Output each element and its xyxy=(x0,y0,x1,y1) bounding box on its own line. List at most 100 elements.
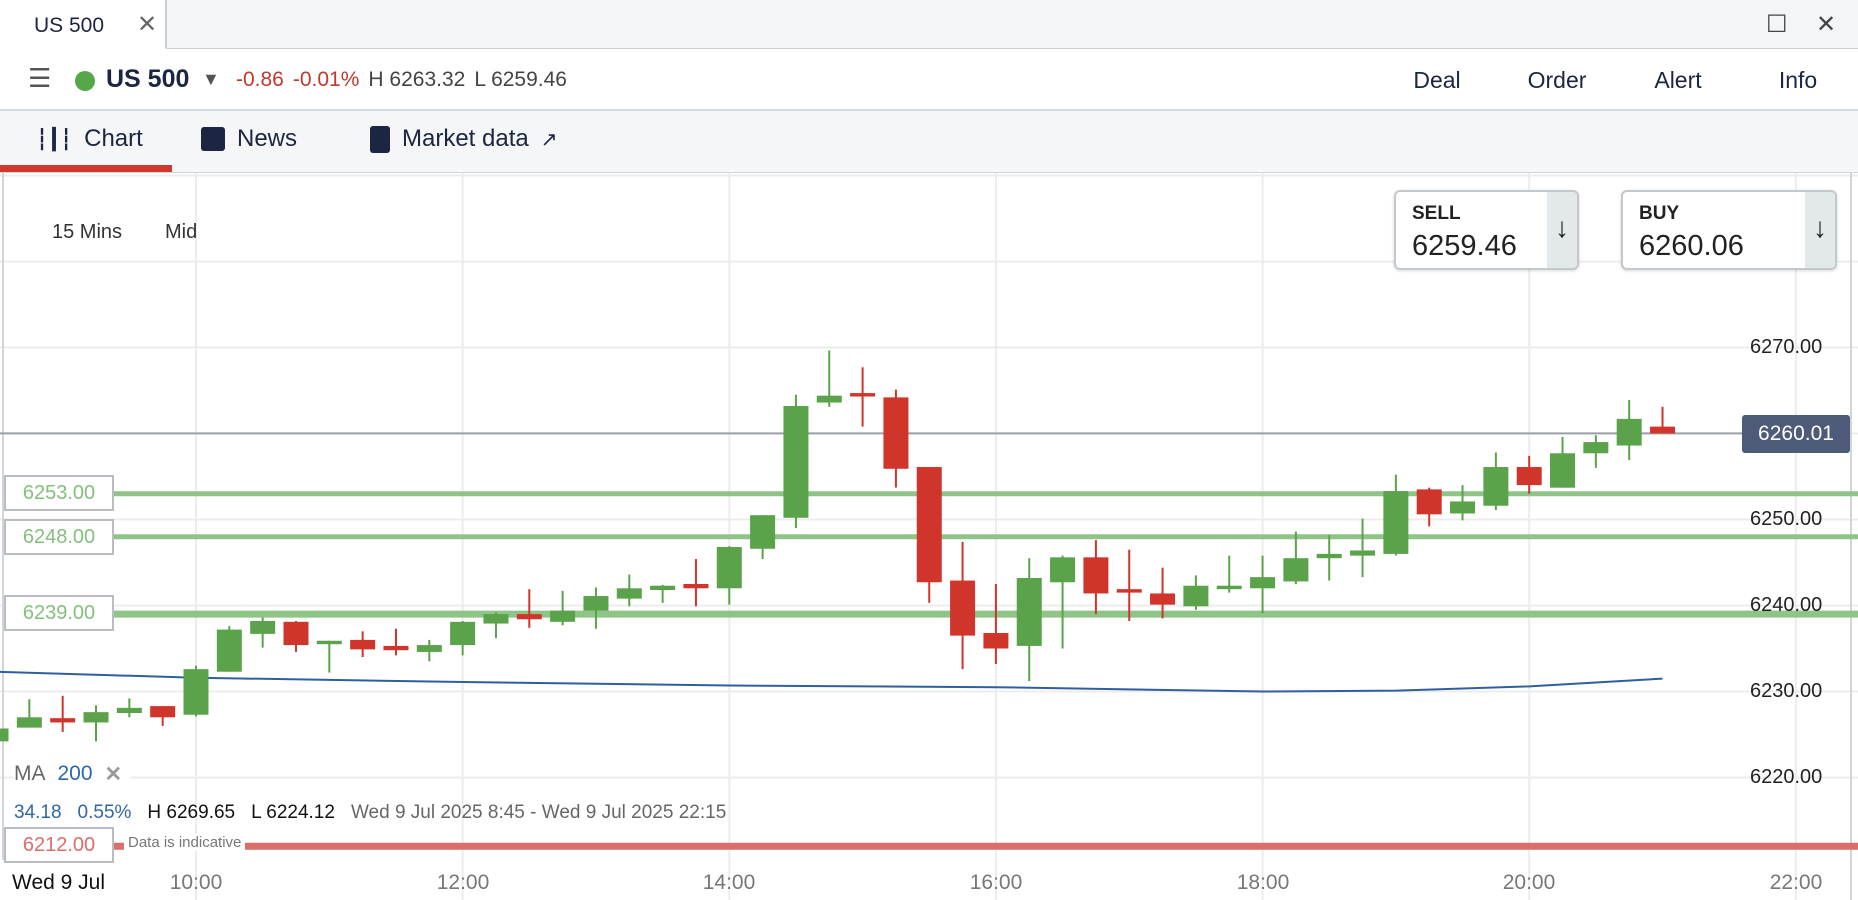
info-button[interactable]: Info xyxy=(1778,67,1818,93)
candle-body xyxy=(450,621,476,646)
candlestick-icon: ┆┃┆ xyxy=(36,128,73,151)
alert-button[interactable]: Alert xyxy=(1654,67,1702,93)
candle-body xyxy=(683,584,709,589)
candle-body xyxy=(883,397,909,469)
sell-price: 6259.46 xyxy=(1412,230,1517,262)
clipboard-chart-icon xyxy=(370,125,390,153)
level-label-6248[interactable]: 6248.00 xyxy=(4,519,114,555)
candle-body xyxy=(83,712,109,723)
candle-body xyxy=(1283,558,1309,582)
sell-button[interactable]: SELL 6259.46 ↓ xyxy=(1394,190,1579,270)
candle-body xyxy=(183,669,209,715)
deal-button[interactable]: Deal xyxy=(1413,67,1461,93)
candle-body xyxy=(1083,557,1109,594)
stats-low: L 6224.12 xyxy=(251,802,335,823)
tab-market-data-label: Market data xyxy=(402,125,529,152)
candle-body xyxy=(1516,467,1542,486)
y-tick: 6220.00 xyxy=(1750,766,1823,788)
order-button[interactable]: Order xyxy=(1527,67,1587,93)
market-status-dot xyxy=(75,71,95,91)
price-change-pct: -0.01% xyxy=(292,68,360,91)
candle-body xyxy=(0,728,9,742)
candle-body xyxy=(1550,453,1576,488)
candle-body xyxy=(1416,489,1442,515)
candle-body xyxy=(850,393,876,397)
session-low: L 6259.46 xyxy=(474,68,567,91)
buy-button[interactable]: BUY 6260.06 ↓ xyxy=(1621,190,1837,270)
ma-200-line xyxy=(0,670,1663,693)
candle-body xyxy=(1483,467,1509,506)
x-tick: 14:00 xyxy=(702,871,756,894)
candle-body xyxy=(50,718,76,723)
x-tick: 12:00 xyxy=(436,871,490,894)
tab-chart[interactable]: ┆┃┆ Chart xyxy=(36,125,143,153)
quote-summary: -0.86 -0.01% H 6263.32 L 6259.46 xyxy=(236,68,567,92)
disclaimer: Data is indicative xyxy=(124,834,246,851)
window-tab-us500[interactable]: US 500 ✕ xyxy=(0,0,167,49)
interval-selector[interactable]: 15 Mins xyxy=(52,221,123,243)
y-tick: 6230.00 xyxy=(1750,680,1823,702)
window-tab-bar: US 500 ✕ ☐ ✕ xyxy=(0,0,1858,49)
candle-body xyxy=(250,620,276,634)
price-type-selector[interactable]: Mid xyxy=(165,221,198,243)
external-link-icon: ↗ xyxy=(540,128,558,151)
window-tab-title: US 500 xyxy=(34,14,105,37)
instrument-header: ☰ US 500 ▼ -0.86 -0.01% H 6263.32 L 6259… xyxy=(0,49,1858,111)
x-date-label: Wed 9 Jul xyxy=(12,871,105,894)
close-window-icon[interactable]: ✕ xyxy=(1816,11,1837,38)
level-label-6253[interactable]: 6253.00 xyxy=(4,475,114,511)
indicator-legend: MA 200 ✕ xyxy=(14,762,131,787)
candle-body xyxy=(116,707,142,713)
x-tick: 22:00 xyxy=(1769,871,1823,894)
candle-body xyxy=(16,717,42,728)
stats-change: 34.18 xyxy=(14,802,62,823)
candle-body xyxy=(350,639,376,650)
candle-body xyxy=(1116,589,1142,593)
arrow-down-icon: ↓ xyxy=(1547,192,1577,268)
stats-high: H 6269.65 xyxy=(147,802,236,823)
candle-body xyxy=(1183,585,1209,607)
candle-body xyxy=(1050,557,1076,583)
x-tick: 18:00 xyxy=(1236,871,1290,894)
candle-body xyxy=(616,588,642,599)
candle-body xyxy=(216,629,242,672)
level-label-6212[interactable]: 6212.00 xyxy=(4,827,114,863)
y-tick: 6240.00 xyxy=(1750,594,1823,616)
candle-body xyxy=(1450,501,1476,514)
y-tick: 6250.00 xyxy=(1750,508,1823,530)
candle-body xyxy=(583,596,609,611)
session-high: H 6263.32 xyxy=(368,68,466,91)
maximize-icon[interactable]: ☐ xyxy=(1766,11,1788,38)
remove-indicator-icon[interactable]: ✕ xyxy=(104,763,123,786)
tab-market-data[interactable]: Market data ↗ xyxy=(370,125,558,153)
candle-body xyxy=(516,614,542,620)
candle-body xyxy=(1383,491,1409,554)
x-tick: 16:00 xyxy=(969,871,1023,894)
candle-body xyxy=(1216,585,1242,590)
candle-body xyxy=(1350,550,1376,556)
indicator-period[interactable]: 200 xyxy=(57,762,93,785)
candle-body xyxy=(1316,553,1342,559)
candle-body xyxy=(816,395,842,403)
candle-body xyxy=(1583,442,1609,454)
candle-body xyxy=(1016,577,1042,646)
close-icon[interactable]: ✕ xyxy=(137,11,158,38)
level-label-6239[interactable]: 6239.00 xyxy=(4,595,114,631)
newspaper-icon xyxy=(201,127,225,151)
sell-label: SELL xyxy=(1412,203,1461,224)
candle-body xyxy=(416,645,442,652)
indicator-name: MA xyxy=(14,762,46,785)
hamburger-menu-icon[interactable]: ☰ xyxy=(28,63,52,93)
buy-price: 6260.06 xyxy=(1639,230,1744,262)
candle-body xyxy=(150,706,176,718)
candle-body xyxy=(716,547,742,589)
x-tick: 20:00 xyxy=(1502,871,1556,894)
tab-news[interactable]: News xyxy=(201,125,297,153)
candle-body xyxy=(283,621,309,646)
candle-body xyxy=(1650,426,1676,434)
instrument-name[interactable]: US 500 xyxy=(106,65,190,93)
price-change: -0.86 xyxy=(236,68,284,91)
caret-down-icon[interactable]: ▼ xyxy=(202,69,220,89)
x-tick: 10:00 xyxy=(169,871,223,894)
